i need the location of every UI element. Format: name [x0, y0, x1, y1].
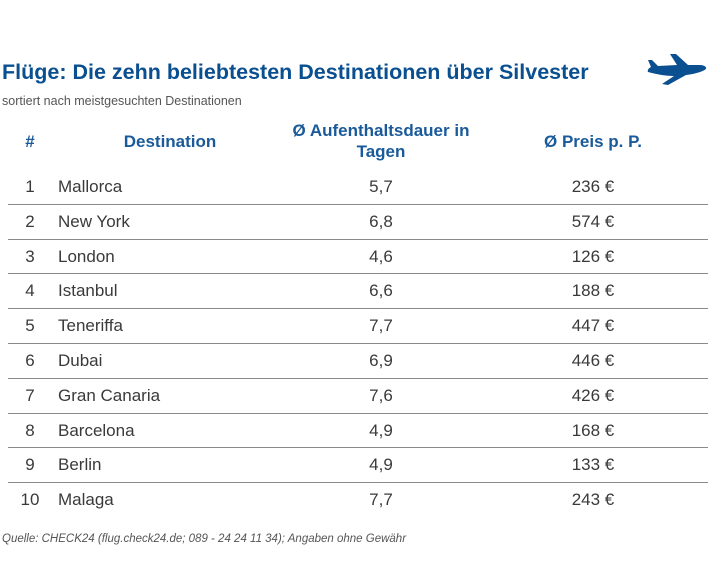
stay-duration-cell: 6,9	[369, 350, 393, 370]
rank-cell: 4	[25, 281, 35, 301]
stay-duration-cell: 7,7	[369, 316, 393, 336]
table-row: 9 Berlin 4,9 133 €	[8, 448, 708, 484]
page-title: Flüge: Die zehn beliebtesten Destination…	[2, 60, 589, 84]
price-cell: 188 €	[571, 281, 615, 301]
destination-cell: Teneriffa	[58, 316, 123, 336]
stay-duration-cell: 5,7	[369, 177, 393, 196]
table-row: 1 Mallorca 5,7 236 €	[8, 170, 708, 205]
header-rank: #	[25, 132, 35, 151]
rank-cell: 1	[25, 177, 35, 196]
table-row: 8 Barcelona 4,9 168 €	[8, 414, 708, 449]
stay-duration-cell: 4,6	[369, 246, 393, 266]
price-cell: 243 €	[571, 490, 615, 510]
destination-cell: New York	[58, 211, 130, 231]
ranking-table: # Destination Ø Aufenthaltsdauer in Tage…	[8, 120, 708, 518]
destination-cell: Barcelona	[58, 420, 135, 440]
price-cell: 574 €	[571, 211, 615, 231]
destination-cell: Dubai	[58, 350, 103, 370]
table-row: 10 Malaga 7,7 243 €	[8, 483, 708, 518]
header-destination: Destination	[123, 132, 217, 151]
rank-cell: 9	[25, 455, 35, 475]
price-cell: 446 €	[571, 350, 615, 370]
rank-cell: 5	[25, 316, 35, 336]
stay-duration-cell: 6,6	[369, 281, 393, 301]
table-header: # Destination Ø Aufenthaltsdauer in Tage…	[8, 120, 708, 170]
table-row: 2 New York 6,8 574 €	[8, 205, 708, 240]
price-cell: 447 €	[571, 316, 615, 336]
destination-cell: Malaga	[58, 490, 114, 510]
price-cell: 426 €	[571, 385, 615, 405]
stay-duration-cell: 7,7	[369, 490, 393, 510]
stay-duration-cell: 6,8	[369, 211, 393, 231]
destination-cell: Berlin	[58, 455, 102, 475]
rank-cell: 3	[25, 246, 35, 266]
price-cell: 236 €	[571, 177, 615, 196]
stay-duration-cell: 4,9	[369, 420, 393, 440]
table-row: 5 Teneriffa 7,7 447 €	[8, 309, 708, 344]
header-stay-duration: Ø Aufenthaltsdauer in Tagen	[292, 121, 470, 161]
table-row: 3 London 4,6 126 €	[8, 240, 708, 275]
destination-cell: Gran Canaria	[58, 385, 161, 405]
rank-cell: 2	[25, 211, 35, 231]
source-note: Quelle: CHECK24 (flug.check24.de; 089 - …	[2, 533, 407, 545]
price-cell: 126 €	[571, 246, 615, 266]
table-row: 7 Gran Canaria 7,6 426 €	[8, 379, 708, 414]
subtitle: sortiert nach meistgesuchten Destination…	[2, 94, 242, 108]
destination-cell: London	[58, 246, 115, 266]
rank-cell: 6	[25, 350, 35, 370]
stay-duration-cell: 7,6	[369, 385, 393, 405]
rank-cell: 10	[20, 490, 40, 510]
header-price: Ø Preis p. P.	[544, 132, 642, 151]
table-row: 4 Istanbul 6,6 188 €	[8, 274, 708, 310]
price-cell: 168 €	[571, 420, 615, 440]
rank-cell: 8	[25, 420, 35, 440]
destination-cell: Mallorca	[58, 177, 123, 196]
price-cell: 133 €	[571, 455, 615, 475]
airplane-icon	[647, 54, 707, 85]
table-body: 1 Mallorca 5,7 236 € 2 New York 6,8 574 € 3 Londo…	[8, 170, 708, 518]
destination-cell: Istanbul	[58, 281, 118, 301]
table-row: 6 Dubai 6,9 446 €	[8, 344, 708, 379]
rank-cell: 7	[25, 385, 35, 405]
stay-duration-cell: 4,9	[369, 455, 393, 475]
